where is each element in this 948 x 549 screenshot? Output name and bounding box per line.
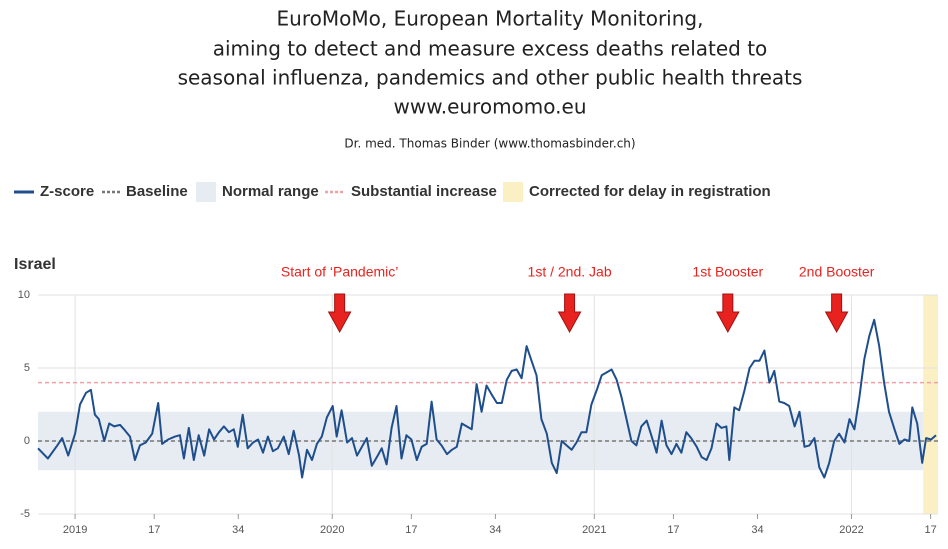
title-line: EuroMoMo, European Mortality Monitoring, [277,7,704,31]
annotation-label: 2nd Booster [799,264,875,280]
legend-label: Z-score [40,183,94,200]
annotation-arrow [327,293,352,334]
title-line: www.euromomo.eu [393,95,586,119]
x-tick-label: 34 [489,524,501,536]
legend-label: Substantial increase [351,183,497,200]
legend: Z-score Baseline Normal range Substantia… [14,182,771,202]
country-label: Israel [14,256,56,273]
annotation-label: Start of ‘Pandemic’ [281,264,399,280]
annotation-arrow [824,293,849,334]
title-line: aiming to detect and measure excess deat… [213,37,768,61]
annotation-arrow [715,293,740,334]
x-tick-label: 17 [405,524,417,536]
y-tick-label: 5 [24,362,30,374]
annotation-arrow [557,293,582,334]
x-tick-label: 17 [924,524,936,536]
title-line: seasonal influenza, pandemics and other … [178,66,803,90]
legend-label: Corrected for delay in registration [529,183,771,200]
z-score-line [37,318,937,479]
x-tick-label: 34 [751,524,763,536]
legend-swatch [196,182,216,202]
author: Dr. med. Thomas Binder (www.thomasbinder… [344,137,635,151]
legend-label: Normal range [222,183,319,200]
delay-band [923,295,938,514]
x-tick-label: 34 [232,524,244,536]
annotation-label: 1st / 2nd. Jab [528,264,612,280]
x-tick-label: 2019 [63,524,87,536]
legend-swatch [503,182,523,202]
annotation-label: 1st Booster [692,264,763,280]
x-tick-label: 2020 [320,524,344,536]
x-tick-label: 2021 [582,524,606,536]
x-tick-label: 17 [667,524,679,536]
legend-label: Baseline [126,183,188,200]
y-tick-label: 0 [24,435,30,447]
x-tick-label: 2022 [839,524,863,536]
y-tick-label: -5 [20,508,30,520]
x-tick-label: 17 [148,524,160,536]
y-tick-label: 10 [18,289,30,301]
